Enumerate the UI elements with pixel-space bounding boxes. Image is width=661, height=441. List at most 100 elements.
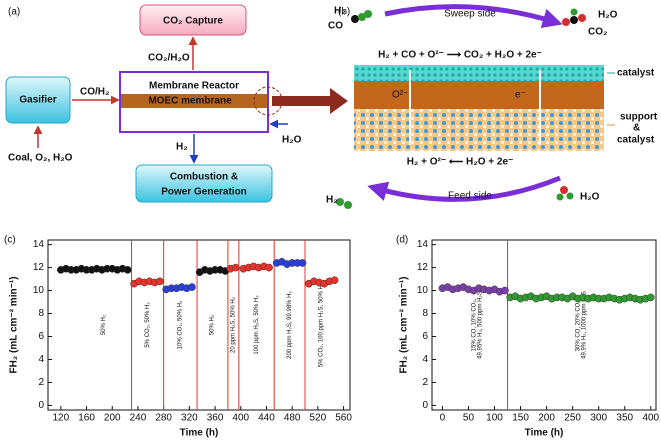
y-tick-label: 6 [38, 331, 44, 342]
y-tick-label: 8 [38, 308, 44, 319]
y-tick-label: 2 [38, 377, 44, 388]
x-axis-title: Time (h) [525, 428, 564, 439]
panel-label: (b) [338, 7, 350, 18]
product-label: H₂ [176, 142, 188, 153]
catalyst-layer [354, 65, 604, 81]
power-box [135, 164, 273, 203]
molecule [562, 8, 586, 26]
reactor: Membrane Reactor [149, 81, 239, 92]
annotation: 200 ppm H₂S, 99.98% H₂ [287, 290, 293, 358]
x-tick-label: 400 [232, 413, 249, 424]
water-label: H₂O [282, 135, 302, 146]
x-tick-label: 200 [104, 413, 121, 424]
x-tick-label: 350 [616, 413, 633, 424]
x-tick-label: 0 [440, 413, 446, 424]
molecule [351, 10, 372, 23]
data-point [123, 266, 132, 274]
y-axis-title: FH₂ (mL cm⁻² min⁻¹) [9, 276, 20, 373]
exhaust-label: CO₂/H₂O [148, 53, 190, 64]
molecule-label: H₂ [334, 6, 346, 17]
y-axis-title: FH₂ (mL cm⁻² min⁻¹) [399, 276, 410, 373]
feed-label: Feed side [448, 191, 492, 202]
capture-box [139, 4, 247, 36]
x-tick-label: 440 [258, 413, 275, 424]
catalyst-label: catalyst [617, 68, 655, 79]
panel-label: (c) [4, 235, 16, 246]
membrane-band [121, 94, 267, 108]
annotation: 100 ppm H₂S, 50% H₂ [254, 295, 260, 355]
annotation: 49.95% H₂, 500 ppm H₂S [478, 291, 484, 359]
x-tick-label: 520 [310, 413, 327, 424]
electron-label: e⁻ [515, 90, 526, 101]
molecule-label: CO [328, 21, 343, 32]
annotation: 50% H₂ [101, 314, 107, 335]
power: Power Generation [161, 187, 247, 198]
annotation: 10% CO₂, 50% H₂ [177, 300, 183, 349]
power: Combustion & [170, 172, 238, 183]
data-point [298, 259, 307, 267]
y-tick-label: 14 [33, 239, 45, 250]
syngas-label: CO/H₂ [80, 87, 109, 98]
panel-label: (a) [8, 7, 20, 18]
x-tick-label: 320 [181, 413, 198, 424]
x-tick-label: 480 [284, 413, 301, 424]
annotation: 15% CO, 10% CO₂, [471, 298, 477, 351]
y-tick-label: 10 [417, 285, 429, 296]
support-layer [354, 109, 604, 151]
y-tick-label: 0 [422, 400, 428, 411]
data-point [188, 283, 196, 291]
y-tick-label: 8 [422, 308, 428, 319]
y-tick-label: 14 [417, 239, 429, 250]
annotation: 49.9% H₂, 1000 ppm H₂S [582, 291, 588, 359]
y-tick-label: 10 [33, 285, 45, 296]
panel-label: (d) [396, 235, 408, 246]
data-point [265, 263, 273, 272]
annotation: 5% CO₂, 100 ppm H₂S, 50% H₂ [319, 282, 325, 367]
data-point [231, 263, 240, 272]
molecule-label: H₂ [326, 195, 338, 206]
annotation: 50% H₂ [209, 314, 215, 335]
x-tick-label: 200 [538, 413, 555, 424]
equation: H₂ + O²⁻ ⟵ H₂O + 2e⁻ [407, 157, 514, 168]
equation: H₂ + CO + O²⁻ ⟶ CO₂ + H₂O + 2e⁻ [378, 50, 542, 61]
data-point [501, 286, 509, 295]
sweep-label: Sweep side [444, 9, 496, 20]
feed-arrow [367, 175, 561, 202]
electrolyte-layer [354, 81, 604, 109]
x-tick-label: 400 [642, 413, 659, 424]
y-tick-label: 4 [422, 354, 428, 365]
x-tick-label: 120 [53, 413, 70, 424]
molecule [336, 198, 352, 209]
sweep-arrow [384, 4, 563, 29]
gasifier-box [5, 76, 71, 124]
support-label: & [633, 123, 640, 134]
x-tick-label: 160 [78, 413, 95, 424]
y-tick-label: 6 [422, 331, 428, 342]
feed-label: Coal, O₂, H₂O [8, 153, 73, 164]
data-point [646, 293, 655, 302]
x-tick-label: 560 [335, 413, 352, 424]
x-tick-label: 150 [512, 413, 529, 424]
y-tick-label: 12 [417, 262, 429, 273]
membrane: MOEC membrane [148, 96, 232, 107]
support-label: support [620, 112, 658, 123]
y-tick-label: 2 [422, 377, 428, 388]
x-axis-title: Time (h) [180, 428, 219, 439]
x-tick-label: 300 [590, 413, 607, 424]
annotation: 5% CO₂, 50% H₂ [145, 302, 151, 348]
capture: CO₂ Capture [163, 16, 223, 27]
x-tick-label: 280 [155, 413, 172, 424]
data-point [155, 277, 164, 286]
plot-frame [47, 239, 351, 411]
plot-frame [431, 239, 657, 411]
molecule-label: H₂O [598, 10, 618, 21]
y-tick-label: 0 [38, 400, 44, 411]
x-tick-label: 360 [207, 413, 224, 424]
gasifier: Gasifier [19, 95, 56, 106]
molecule [556, 186, 574, 201]
x-tick-label: 240 [130, 413, 147, 424]
molecule-label: H₂O [580, 192, 600, 203]
x-tick-label: 250 [564, 413, 581, 424]
